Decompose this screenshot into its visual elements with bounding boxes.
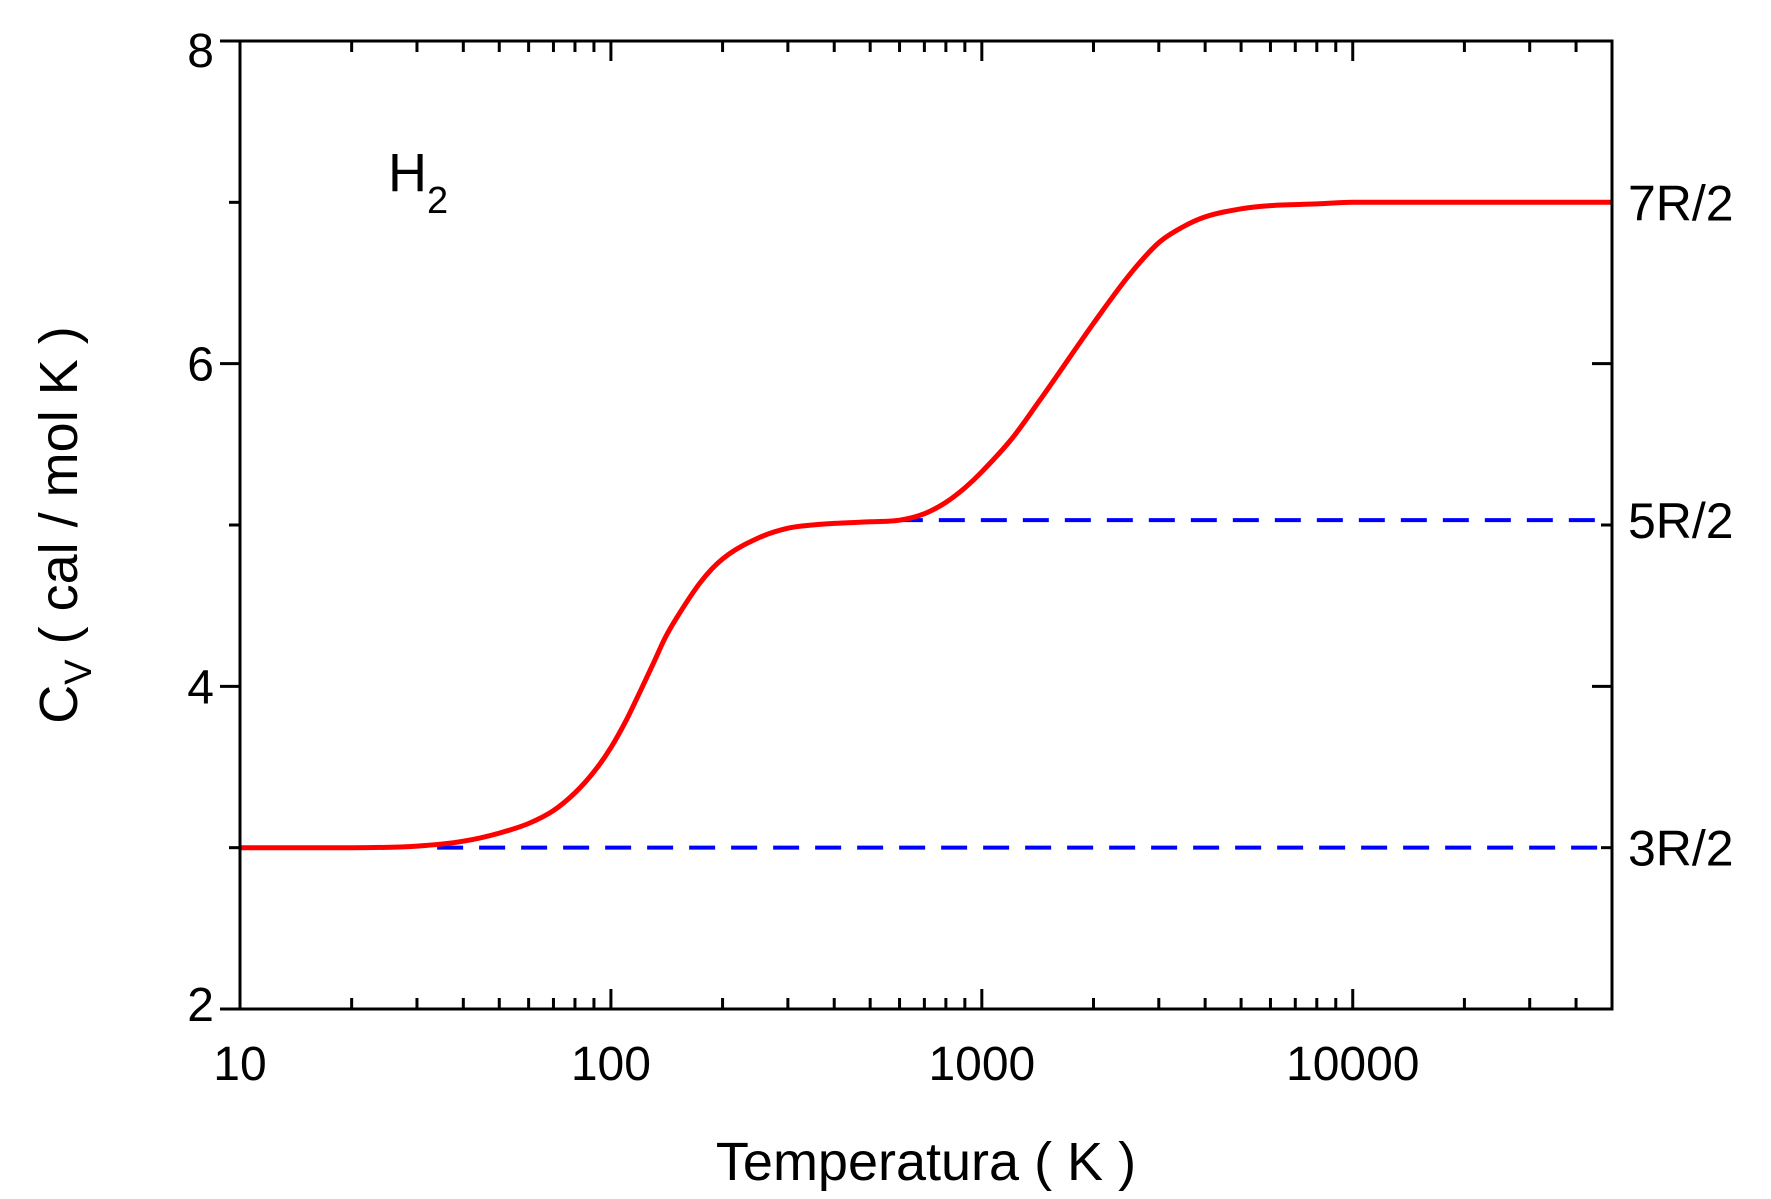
y-axis-title-subscript: V [58, 659, 100, 685]
data-series [239, 199, 1612, 851]
cv-curve [239, 199, 1612, 851]
x-tick-label: 10000 [1286, 1038, 1419, 1091]
reference-labels: 7R/2 5R/2 3R/2 [1628, 175, 1734, 876]
x-tick-label: 1000 [928, 1038, 1035, 1091]
y-tick-label: 8 [187, 25, 214, 78]
axis-ticks [220, 39, 1614, 1011]
reference-label: 3R/2 [1628, 821, 1734, 877]
reference-label: 5R/2 [1628, 493, 1734, 549]
molecule-annotation-base: H [388, 143, 427, 203]
reference-label: 7R/2 [1628, 175, 1734, 231]
molecule-annotation-subscript: 2 [427, 180, 448, 222]
x-tick-label: 10 [213, 1038, 266, 1091]
tick-labels: 10 100 1000 10000 2 4 6 8 [187, 25, 1419, 1091]
y-tick-label: 6 [187, 339, 214, 392]
plot-frame [238, 39, 1614, 1011]
reference-lines [437, 518, 1612, 850]
y-axis-title-symbol: C [29, 685, 89, 724]
x-tick-label: 100 [571, 1038, 651, 1091]
molecule-annotation: H2 [388, 143, 448, 222]
x-axis-title: Temperatura ( K ) [716, 1132, 1136, 1192]
y-tick-label: 4 [187, 661, 214, 714]
y-axis-title: CV ( cal / mol K ) [29, 326, 100, 723]
y-tick-label: 2 [187, 979, 214, 1032]
y-axis-title-unit: ( cal / mol K ) [29, 326, 89, 659]
